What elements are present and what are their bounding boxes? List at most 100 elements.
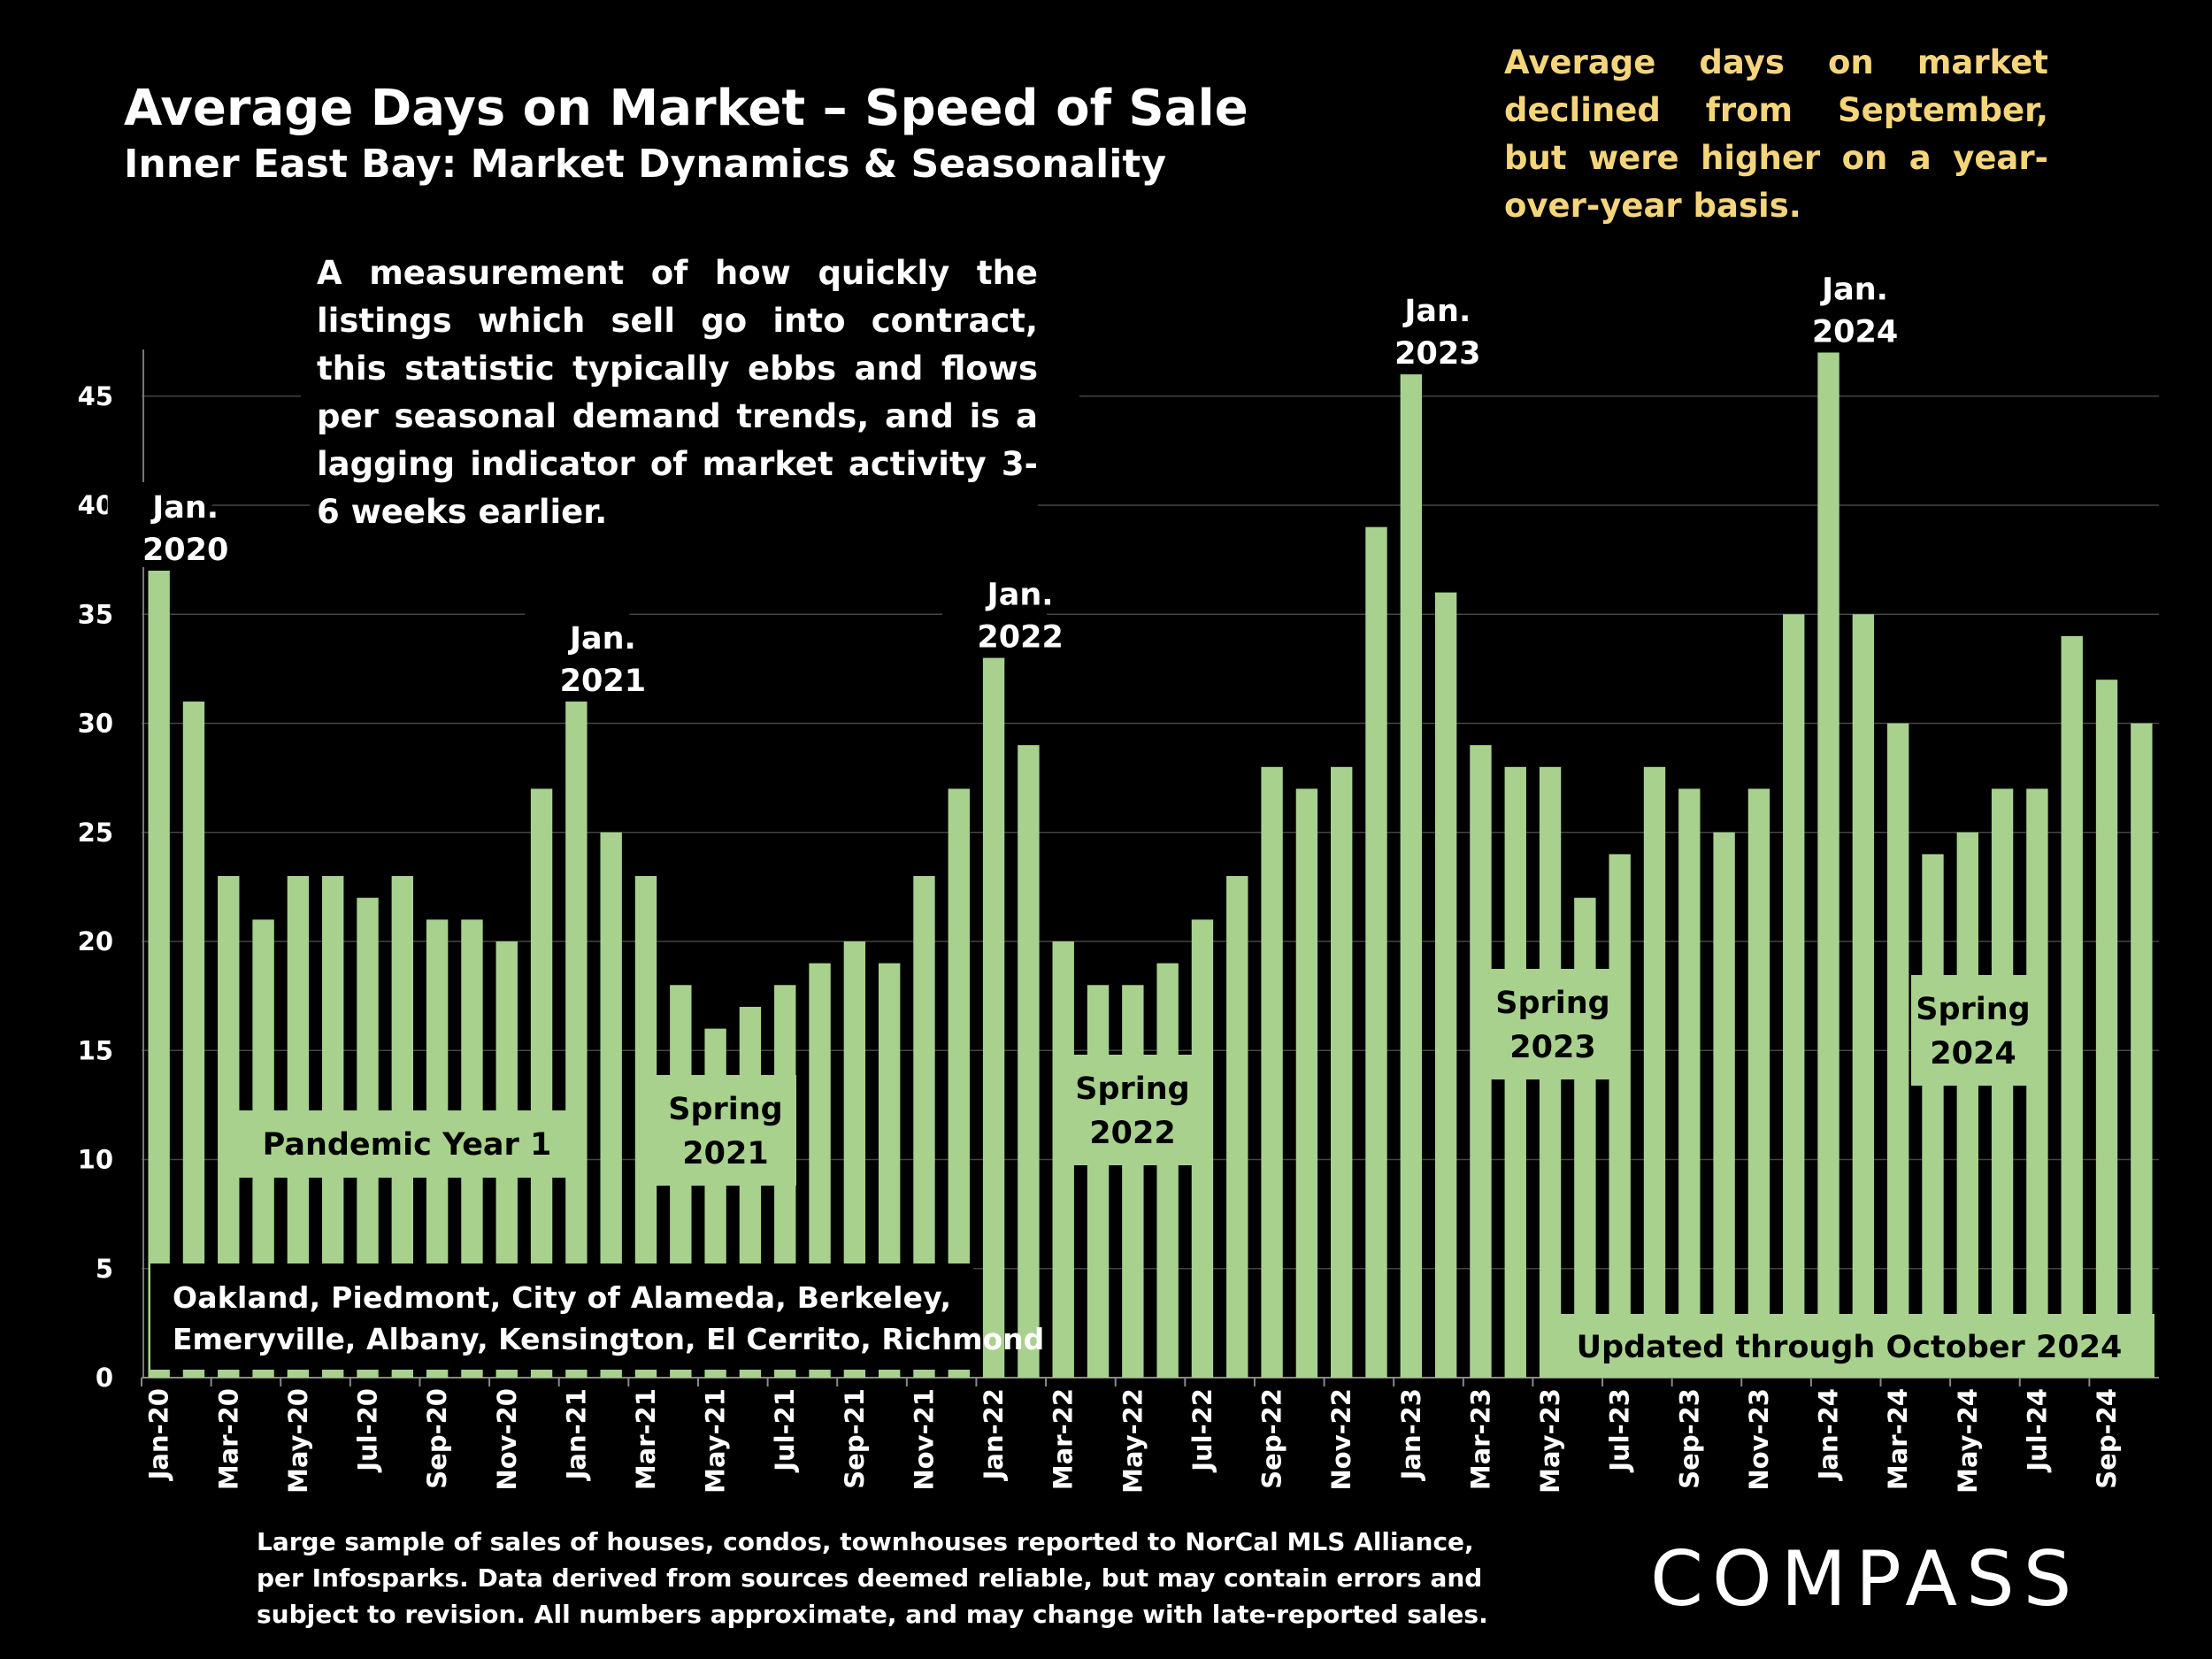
region-note-line1: Oakland, Piedmont, City of Alameda, Berk… [173,1280,951,1315]
compass-logo: COMPASS [1650,1535,2081,1624]
y-tick-label: 45 [78,381,113,411]
y-tick-label: 20 [78,926,113,956]
updated-note-text: Updated through October 2024 [1577,1330,2123,1365]
bar [1678,788,1701,1378]
peak-label-year: 2023 [1394,336,1480,372]
x-tick-label: Sep-24 [2092,1388,2122,1489]
source-footnote: Large sample of sales of houses, condos,… [257,1527,1488,1629]
x-tick-label: Nov-20 [492,1388,522,1491]
x-tick-label: Jan-20 [144,1388,174,1481]
period-label-box [1911,975,2035,1086]
peak-label-mask [942,569,1048,655]
x-tick-label: Jan-21 [561,1388,591,1481]
x-tick-label: Jan-23 [1396,1388,1426,1481]
period-label-box [1071,1055,1194,1165]
x-tick-label: Nov-23 [1744,1388,1774,1491]
x-tick-label: Mar-20 [213,1388,243,1490]
period-label-box [239,1110,575,1178]
x-tick-label: Jul-21 [770,1388,800,1473]
peak-label-mask [1359,286,1464,372]
peak-label-month: Jan. [986,578,1054,613]
peak-label-year: 2022 [977,620,1063,656]
x-tick-label: Sep-21 [840,1388,870,1489]
period-label-line1: Pandemic Year 1 [263,1127,552,1163]
y-tick-label: 40 [78,490,113,520]
bar [1817,352,1839,1379]
x-tick-label: Mar-22 [1048,1388,1079,1490]
y-axis-ticks: 0 5 10 15 20 25 30 35 40 45 [78,381,113,1393]
x-tick-label: May-24 [1953,1388,1983,1494]
bar [1052,941,1074,1378]
y-tick-label: 35 [78,599,113,629]
period-label-line1: Spring [1075,1071,1190,1107]
bar [982,657,1005,1378]
bar [1713,832,1735,1378]
bar [1261,766,1283,1378]
peak-label-month: Jan. [150,490,219,526]
region-note-line2: Emeryville, Albany, Kensington, El Cerri… [173,1322,1044,1356]
bar [1087,985,1110,1378]
y-tick-label: 15 [78,1035,113,1065]
x-tick-label: Mar-23 [1465,1388,1495,1490]
bar [1470,745,1492,1378]
bar [1122,985,1144,1378]
bar [148,570,170,1378]
bar [1922,854,1944,1378]
region-note-box [150,1263,973,1370]
y-tick-label: 0 [96,1363,113,1393]
x-tick-label: Jan-22 [979,1388,1009,1481]
updated-note-box [1544,1314,2154,1378]
bar [1156,963,1179,1378]
peak-label-month: Jan. [1820,272,1888,307]
bar [1365,526,1387,1378]
y-tick-label: 5 [96,1254,113,1284]
x-tick-label: Jul-20 [353,1388,383,1473]
period-label-line1: Spring [668,1092,783,1127]
peak-label-year: 2024 [1812,314,1898,349]
bar [1783,614,1805,1378]
peak-label-mask [525,612,630,698]
bar [1434,592,1457,1378]
y-tick-label: 30 [78,709,113,739]
x-tick-label: May-22 [1118,1388,1148,1494]
chart-description: A measurement of how quickly the listing… [310,250,1038,536]
bar [1609,854,1631,1378]
bar [1956,832,1978,1378]
bar [1747,788,1770,1378]
period-label-line2: 2021 [682,1136,768,1171]
x-tick-label: May-23 [1535,1388,1565,1494]
period-label-line1: Spring [1916,992,2031,1027]
bar [2061,635,2083,1378]
page-subtitle: Inner East Bay: Market Dynamics & Season… [124,142,1167,187]
x-tick-label: Jan-24 [1814,1388,1844,1481]
peak-label-mask [1777,264,1882,349]
peak-label-mask [107,481,212,567]
x-tick-label: Jul-24 [2022,1388,2052,1473]
bar [1400,374,1423,1379]
x-tick-label: Sep-23 [1674,1388,1704,1489]
peak-label-month: Jan. [1402,294,1471,329]
x-tick-label: Nov-22 [1326,1388,1356,1491]
x-axis-ticks: Jan-20 Mar-20 May-20 Jul-20 Sep-20 Nov-20 Jan-… [141,1378,2122,1494]
bar [1018,745,1040,1378]
x-tick-label: Sep-22 [1257,1388,1287,1489]
takeaway-note: Average days on market declined from Sep… [1504,43,2048,225]
peak-label-month: Jan. [568,621,636,657]
bar [1295,788,1318,1378]
x-tick-label: Nov-21 [909,1388,939,1491]
period-label-line2: 2024 [1930,1036,2016,1071]
bar [1852,614,1875,1378]
x-tick-label: May-20 [283,1388,313,1494]
period-label-box [655,1075,796,1186]
bar [1886,723,1909,1378]
peak-label-year: 2021 [560,664,646,699]
bar [1643,766,1666,1378]
page-title: Average Days on Market – Speed of Sale [124,80,1248,137]
bar [1331,766,1353,1378]
period-label-line1: Spring [1495,986,1610,1021]
bar [2131,723,2153,1378]
bar [1226,876,1248,1378]
bar [2095,680,2118,1378]
period-label-line2: 2023 [1509,1030,1595,1065]
bar [1191,919,1214,1378]
